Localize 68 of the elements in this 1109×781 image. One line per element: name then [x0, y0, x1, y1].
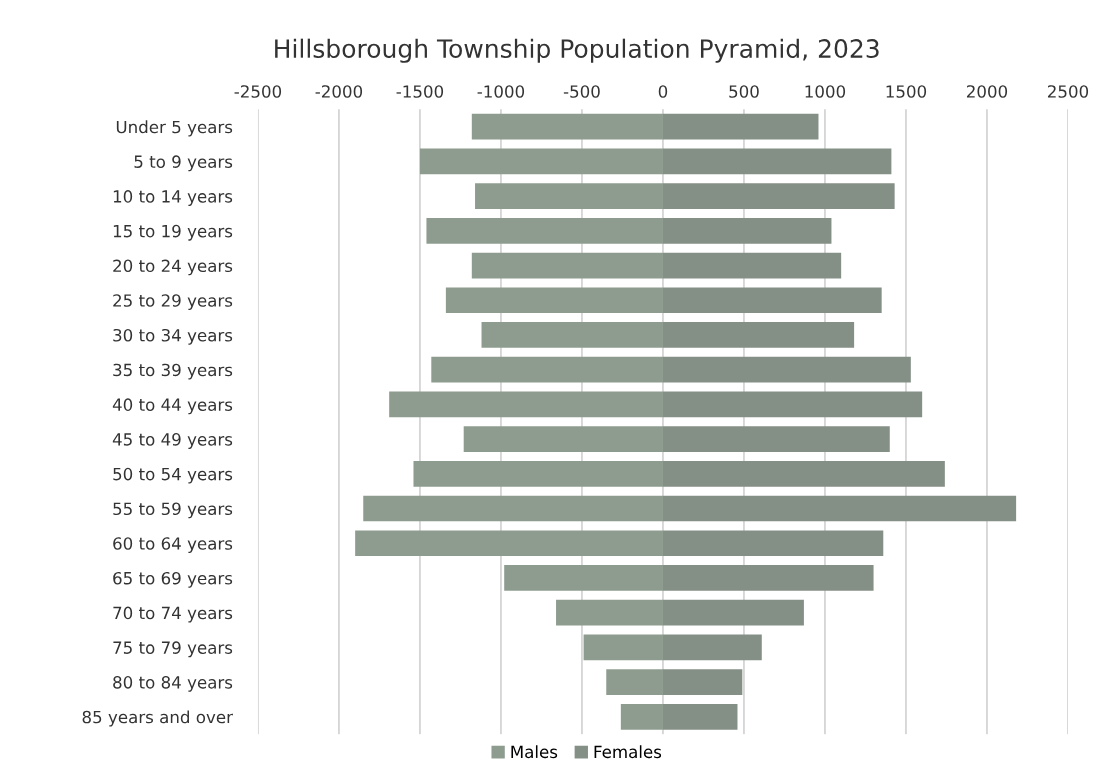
bar: [662, 530, 884, 557]
bar: [445, 287, 663, 314]
y-tick-label: 60 to 64 years: [113, 537, 233, 554]
x-tick-label: 0: [658, 85, 668, 98]
y-tick-label: 85 years and over: [82, 710, 233, 727]
y-tick-label: 35 to 39 years: [113, 363, 233, 380]
bar: [662, 495, 1017, 522]
y-tick-label: 30 to 34 years: [113, 328, 233, 345]
bar: [426, 217, 663, 244]
y-tick-label: 75 to 79 years: [113, 641, 233, 658]
bar: [662, 322, 855, 348]
bar: [662, 217, 832, 244]
x-tick-label: 1000: [805, 85, 846, 98]
bar: [662, 391, 923, 418]
bar: [662, 113, 819, 140]
bar: [413, 460, 663, 487]
bar: [620, 703, 663, 730]
x-tick-label: -2000: [315, 85, 363, 98]
x-tick-label: 2000: [966, 85, 1008, 98]
y-tick-label: 45 to 49 years: [112, 433, 233, 449]
bar: [583, 634, 663, 661]
y-tick-label: 50 to 54 years: [113, 467, 233, 484]
bar: [662, 356, 911, 383]
bar: [471, 252, 663, 279]
bar: [662, 565, 874, 591]
legend-label: Males: [511, 745, 558, 759]
bar: [662, 183, 895, 209]
bar: [556, 599, 663, 626]
bar: [471, 113, 663, 140]
x-tick-label: 1500: [886, 85, 927, 98]
bar: [606, 669, 663, 695]
legend-label: Females: [594, 745, 662, 759]
bar: [662, 252, 842, 279]
bar: [662, 460, 945, 487]
bar: [419, 148, 663, 175]
x-tick-label: -1000: [477, 85, 525, 98]
bar: [389, 391, 663, 418]
bar: [363, 495, 663, 522]
bar: [431, 356, 663, 383]
y-tick-label: Under 5 years: [116, 120, 233, 137]
bar: [662, 599, 804, 626]
bar: [662, 426, 890, 452]
y-tick-label: 20 to 24 years: [113, 259, 233, 276]
x-tick-label: -2500: [234, 85, 282, 98]
bar: [662, 669, 743, 695]
y-tick-label: 5 to 9 years: [134, 155, 233, 172]
bar: [662, 634, 762, 661]
y-tick-label: 10 to 14 years: [113, 190, 233, 206]
y-tick-label: 65 to 69 years: [113, 571, 233, 588]
bar: [662, 703, 738, 730]
x-tick-label: -1500: [396, 85, 444, 98]
y-tick-label: 40 to 44 years: [112, 398, 233, 415]
bar: [504, 565, 663, 591]
chart-title: Hillsborough Township Population Pyramid, 2023: [275, 38, 879, 63]
y-tick-label: 80 to 84 years: [113, 676, 233, 692]
y-tick-label: 25 to 29 years: [113, 294, 233, 311]
bar: [662, 287, 882, 314]
y-tick-label: 15 to 19 years: [113, 224, 233, 241]
x-tick-label: -500: [563, 85, 600, 98]
bar: [481, 322, 663, 348]
bar: [662, 148, 892, 175]
bar: [355, 530, 663, 557]
bar: [475, 183, 663, 209]
y-tick-label: 70 to 74 years: [113, 606, 233, 623]
x-tick-label: 500: [729, 85, 759, 98]
bar: [463, 426, 663, 452]
x-tick-label: 2500: [1047, 85, 1089, 98]
y-tick-label: 55 to 59 years: [113, 502, 233, 519]
